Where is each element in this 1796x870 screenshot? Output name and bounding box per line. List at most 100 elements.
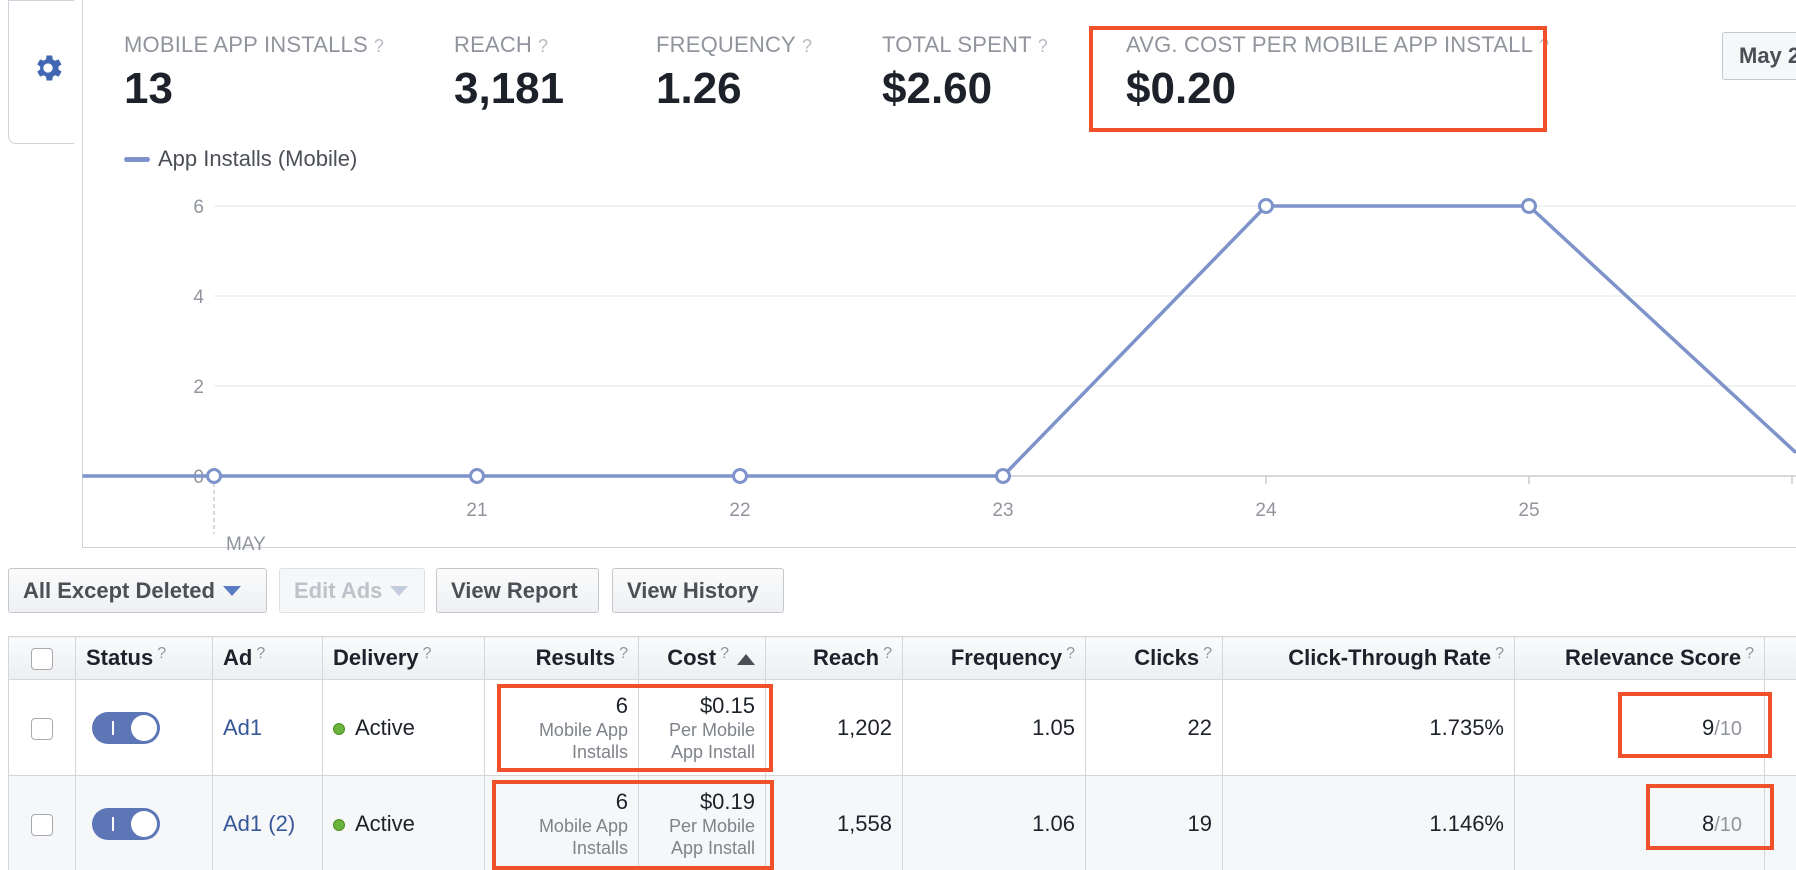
highlight-box <box>497 684 773 772</box>
metric-frequency: FREQUENCY? 1.26 <box>656 32 812 114</box>
status-cell <box>75 679 213 776</box>
help-icon[interactable]: ? <box>1495 645 1504 662</box>
summary-chart-panel <box>82 0 1796 548</box>
data-point <box>1258 198 1274 214</box>
highlight-box <box>492 780 774 870</box>
frequency-cell: 1.06 <box>902 775 1086 870</box>
row-checkbox[interactable] <box>31 813 53 836</box>
view-history-button[interactable]: View History <box>612 568 784 613</box>
month-label: MAY <box>226 534 266 555</box>
delivery-status: Active <box>355 714 415 740</box>
view-report-button[interactable]: View Report <box>436 568 599 613</box>
x-tick-label: 22 <box>729 500 750 521</box>
x-tick-label: 21 <box>466 500 487 521</box>
cost-subtitle: Per Mobile App Install <box>668 719 755 762</box>
chevron-down-icon <box>390 585 409 596</box>
settings-tab[interactable] <box>8 0 74 144</box>
x-tick-label: 24 <box>1255 500 1277 521</box>
metric-label: MOBILE APP INSTALLS <box>124 32 368 57</box>
help-icon[interactable]: ? <box>373 36 385 56</box>
metric-value: $2.60 <box>882 64 993 113</box>
reach-cell: 1,202 <box>765 679 903 776</box>
delivery-cell: Active <box>322 679 485 776</box>
legend-swatch <box>124 156 150 162</box>
results-cell: 6 Mobile App Installs <box>484 679 639 776</box>
help-icon[interactable]: ? <box>256 645 266 662</box>
column-header-results[interactable]: Results? <box>484 636 639 680</box>
help-icon[interactable]: ? <box>538 36 549 56</box>
row-select-cell <box>8 679 76 776</box>
select-all-cell <box>8 636 76 680</box>
metric-label: TOTAL SPENT <box>882 32 1032 57</box>
status-cell <box>75 775 213 870</box>
delivery-status: Active <box>355 810 415 836</box>
help-icon[interactable]: ? <box>157 645 167 662</box>
y-tick-label: 4 <box>193 287 204 308</box>
column-header-frequency[interactable]: Frequency? <box>902 636 1086 680</box>
results-value: 6 <box>615 692 628 718</box>
help-icon[interactable]: ? <box>1745 645 1754 662</box>
metric-value: 1.26 <box>656 64 742 113</box>
results-subtitle: Mobile App Installs <box>538 719 628 762</box>
column-header-relevance-score[interactable]: Relevance Score? <box>1514 636 1765 680</box>
help-icon[interactable]: ? <box>422 645 432 662</box>
results-subtitle: Mobile App Installs <box>538 815 628 858</box>
column-header-cost[interactable]: Cost? <box>638 636 766 680</box>
ad-status-toggle[interactable] <box>92 807 160 840</box>
column-header-ad[interactable]: Ad? <box>212 636 323 680</box>
help-icon[interactable]: ? <box>1066 645 1075 662</box>
row-select-cell <box>8 775 76 870</box>
cost-cell: $0.19 Per Mobile App Install <box>638 775 766 870</box>
help-icon[interactable]: ? <box>619 645 628 662</box>
column-header-status[interactable]: Status? <box>75 636 213 680</box>
metric-avg-cost-per-install: AVG. COST PER MOBILE APP INSTALL? $0.20 <box>1126 32 1549 114</box>
metric-label: AVG. COST PER MOBILE APP INSTALL <box>1126 32 1534 57</box>
gear-icon[interactable] <box>31 51 65 85</box>
ad-name-link[interactable]: Ad1 <box>223 715 263 740</box>
help-icon[interactable]: ? <box>883 645 892 662</box>
filter-dropdown[interactable]: All Except Deleted <box>8 568 267 613</box>
relevance-score-max: /10 <box>1714 717 1742 740</box>
metric-value: $0.20 <box>1126 64 1237 113</box>
ad-name-link[interactable]: Ad1 (2) <box>223 811 296 836</box>
help-icon[interactable]: ? <box>801 36 813 56</box>
clicks-cell: 19 <box>1085 775 1223 870</box>
x-tick-label: 23 <box>992 500 1013 521</box>
help-icon[interactable]: ? <box>720 645 729 662</box>
ads-table: Status? Ad? Delivery? Results? Cost? Rea… <box>8 636 1796 870</box>
ad-name-cell: Ad1 <box>212 679 323 776</box>
relevance-score-cell: 8/10 <box>1514 775 1765 870</box>
row-checkbox[interactable] <box>31 717 53 740</box>
cost-value: $0.15 <box>699 692 755 718</box>
chart-legend: App Installs (Mobile) <box>124 146 357 172</box>
frequency-cell: 1.05 <box>902 679 1086 776</box>
help-icon[interactable]: ? <box>1203 645 1212 662</box>
column-header-ctr[interactable]: Click-Through Rate? <box>1222 636 1515 680</box>
cost-value: $0.19 <box>699 788 755 814</box>
column-header-delivery[interactable]: Delivery? <box>322 636 485 680</box>
metric-reach: REACH? 3,181 <box>454 32 564 114</box>
edit-ads-button[interactable]: Edit Ads <box>279 568 425 613</box>
clicks-cell: 22 <box>1085 679 1223 776</box>
data-point <box>732 468 748 484</box>
overflow-cell <box>1764 775 1796 870</box>
highlight-box <box>1618 692 1772 758</box>
data-point <box>206 468 222 484</box>
chevron-down-icon <box>222 585 241 596</box>
date-range-picker[interactable]: May 2 <box>1722 32 1796 80</box>
data-point <box>469 468 485 484</box>
cost-cell: $0.15 Per Mobile App Install <box>638 679 766 776</box>
select-all-checkbox[interactable] <box>31 648 53 671</box>
data-point <box>995 468 1011 484</box>
column-header-reach[interactable]: Reach? <box>765 636 903 680</box>
metric-label: FREQUENCY <box>656 32 796 57</box>
column-header-clicks[interactable]: Clicks? <box>1085 636 1223 680</box>
relevance-score: 9 <box>1701 714 1715 740</box>
edit-ads-label: Edit Ads <box>294 577 383 603</box>
highlight-box <box>1089 26 1547 132</box>
legend-label: App Installs (Mobile) <box>158 146 358 171</box>
relevance-score: 8 <box>1701 810 1715 836</box>
table-row: Ad1 Active 6 Mobile App Installs $0.15 Per… <box>8 679 1796 776</box>
help-icon[interactable]: ? <box>1037 36 1048 56</box>
ad-status-toggle[interactable] <box>92 711 160 744</box>
